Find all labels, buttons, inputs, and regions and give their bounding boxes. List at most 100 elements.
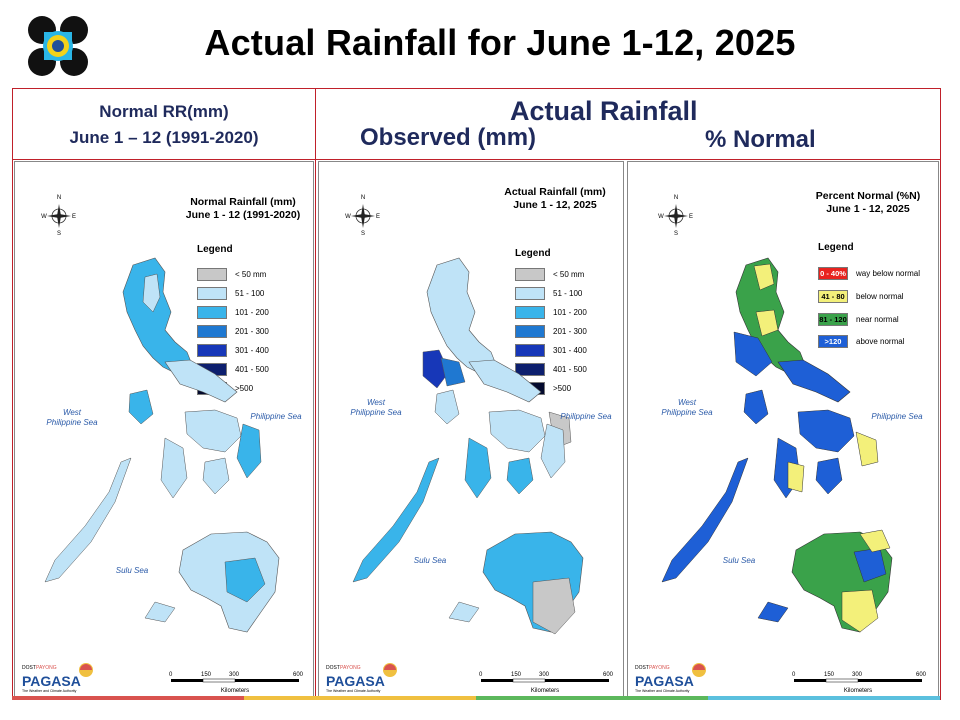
- scale-bar: 0 150 300 600 Kilometers: [479, 672, 614, 694]
- svg-text:300: 300: [852, 672, 863, 678]
- legend-label: >500: [553, 383, 572, 393]
- map-title-line1: Normal Rainfall (mm): [190, 196, 296, 208]
- legend-swatch: [515, 362, 545, 376]
- legend-label: below normal: [856, 291, 904, 301]
- sea-label-west: West Philippine Sea: [350, 398, 402, 417]
- svg-text:150: 150: [824, 672, 835, 678]
- legend-item: >120 above normal: [818, 334, 904, 348]
- legend-item: < 50 mm: [515, 267, 584, 281]
- svg-text:Kilometers: Kilometers: [221, 688, 249, 694]
- sea-label-sulu: Sulu Sea: [722, 556, 756, 565]
- svg-text:E: E: [689, 214, 693, 220]
- map-title-line2: June 1 - 12, 2025: [513, 199, 597, 211]
- normal-period-label: June 1 – 12 (1991-2020): [69, 128, 259, 147]
- legend-item: 101 - 200: [515, 305, 587, 319]
- legend-item: 301 - 400: [515, 343, 587, 357]
- bottom-color-strip: [12, 696, 940, 700]
- pagasa-brand-logo: DOST PAYONG PAGASA The Weather and Clima…: [20, 662, 96, 694]
- legend-label: 301 - 400: [553, 345, 587, 355]
- svg-text:W: W: [41, 214, 47, 220]
- pagasa-logo-icon: [28, 16, 88, 76]
- pagasa-logo-icon: DOST PAYONG PAGASA The Weather and Clima…: [22, 663, 93, 693]
- legend-title: Legend: [515, 248, 551, 259]
- svg-text:S: S: [361, 231, 365, 236]
- legend-swatch: [197, 305, 227, 319]
- pagasa-logo-icon: DOST PAYONG PAGASA The Weather and Clima…: [326, 663, 397, 693]
- percent-normal-map: N S W E Percent Normal (%N) June 1 - 12,…: [627, 161, 939, 697]
- legend-swatch: 81 - 120: [818, 312, 848, 326]
- legend-item: 201 - 300: [515, 324, 587, 338]
- svg-text:The Weather and Climate Author: The Weather and Climate Authority: [326, 689, 381, 693]
- legend-item: 51 - 100: [197, 286, 264, 300]
- map-title: Normal Rainfall (mm) June 1 - 12 (1991-2…: [173, 196, 313, 222]
- legend-item: 51 - 100: [515, 286, 582, 300]
- svg-text:Kilometers: Kilometers: [844, 688, 872, 694]
- sea-label-east: Philippine Sea: [560, 412, 612, 421]
- svg-text:DOST: DOST: [635, 665, 649, 671]
- compass-icon: N S W E: [658, 195, 693, 236]
- svg-text:The Weather and Climate Author: The Weather and Climate Authority: [635, 689, 690, 693]
- svg-text:PAGASA: PAGASA: [635, 673, 694, 689]
- svg-text:Kilometers: Kilometers: [531, 688, 559, 694]
- sea-label-east: Philippine Sea: [250, 412, 302, 421]
- svg-text:600: 600: [293, 672, 304, 678]
- svg-text:S: S: [57, 231, 61, 236]
- sea-label-sulu: Sulu Sea: [413, 556, 447, 565]
- svg-text:DOST: DOST: [22, 665, 36, 671]
- legend-item: < 50 mm: [197, 267, 266, 281]
- scale-bar: 0 150 300 600 Kilometers: [169, 672, 304, 694]
- legend-swatch: [515, 324, 545, 338]
- legend-label: 101 - 200: [235, 307, 269, 317]
- map-title-line1: Percent Normal (%N): [815, 190, 921, 202]
- legend-label: < 50 mm: [235, 269, 267, 279]
- svg-text:N: N: [674, 195, 678, 201]
- svg-text:600: 600: [603, 672, 614, 678]
- legend-swatch: [197, 267, 227, 281]
- percent-normal-heading: % Normal: [705, 126, 816, 153]
- legend-title: Legend: [818, 242, 854, 253]
- svg-text:W: W: [345, 214, 351, 220]
- legend-swatch: [515, 267, 545, 281]
- sea-label-sulu: Sulu Sea: [115, 566, 149, 575]
- legend-label: < 50 mm: [553, 269, 585, 279]
- legend-swatch: [197, 343, 227, 357]
- sea-label-west: West Philippine Sea: [661, 398, 713, 417]
- pagasa-logo-icon: DOST PAYONG PAGASA The Weather and Clima…: [635, 663, 706, 693]
- actual-rainfall-map: N S W E Actual Rainfall (mm) June 1 - 12…: [318, 161, 624, 697]
- legend-item: 201 - 300: [197, 324, 269, 338]
- svg-text:0: 0: [169, 672, 173, 678]
- pagasa-brand-logo: DOST PAYONG PAGASA The Weather and Clima…: [633, 662, 709, 694]
- svg-text:N: N: [361, 195, 365, 201]
- legend-item: 101 - 200: [197, 305, 269, 319]
- svg-text:150: 150: [511, 672, 522, 678]
- legend-label: 201 - 300: [553, 326, 587, 336]
- svg-text:W: W: [658, 214, 664, 220]
- legend-label: 51 - 100: [553, 288, 583, 298]
- svg-text:600: 600: [916, 672, 927, 678]
- legend-swatch: >120: [818, 334, 848, 348]
- pagasa-brand-logo: DOST PAYONG PAGASA The Weather and Clima…: [324, 662, 400, 694]
- legend-title: Legend: [197, 244, 233, 255]
- legend-swatch: 41 - 80: [818, 289, 848, 303]
- philippines-map: [44, 257, 280, 633]
- sea-label-east: Philippine Sea: [871, 412, 923, 421]
- map-title: Percent Normal (%N) June 1 - 12, 2025: [798, 190, 938, 216]
- svg-text:0: 0: [792, 672, 796, 678]
- svg-text:300: 300: [539, 672, 550, 678]
- svg-text:PAYONG: PAYONG: [649, 665, 670, 671]
- svg-text:PAYONG: PAYONG: [36, 665, 57, 671]
- philippines-map: [352, 257, 584, 635]
- observed-heading: Observed (mm): [360, 124, 537, 151]
- map-title: Actual Rainfall (mm) June 1 - 12, 2025: [489, 186, 621, 212]
- svg-text:The Weather and Climate Author: The Weather and Climate Authority: [22, 689, 77, 693]
- legend-item: 0 - 40% way below normal: [818, 266, 920, 280]
- legend-item: 401 - 500: [515, 362, 587, 376]
- scale-bar: 0 150 300 600 Kilometers: [792, 672, 927, 694]
- svg-text:PAGASA: PAGASA: [326, 673, 385, 689]
- header-left-frame: [12, 88, 316, 160]
- svg-text:PAYONG: PAYONG: [340, 665, 361, 671]
- legend-label: 401 - 500: [235, 364, 269, 374]
- legend-swatch: 0 - 40%: [818, 266, 848, 280]
- compass-icon: N S W E: [41, 195, 76, 236]
- legend-swatch: [515, 305, 545, 319]
